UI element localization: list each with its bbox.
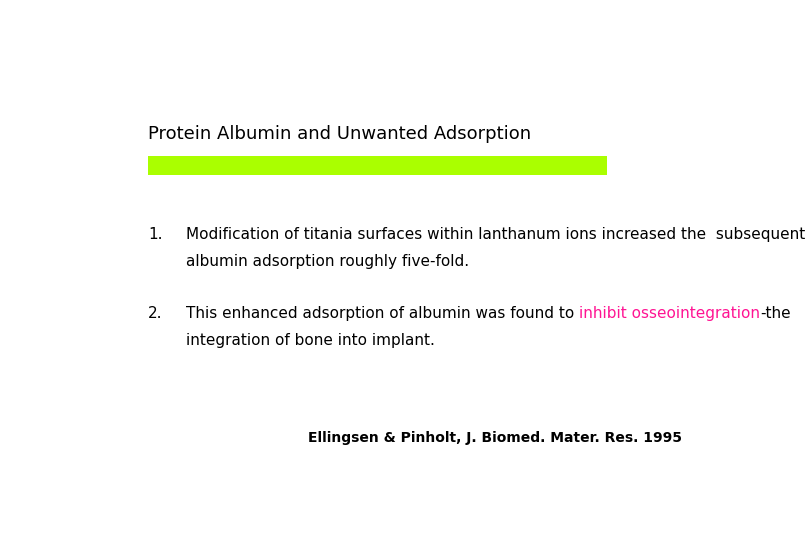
FancyBboxPatch shape	[148, 156, 607, 175]
Text: 1.: 1.	[148, 227, 163, 242]
Text: Ellingsen & Pinholt, J. Biomed. Mater. Res. 1995: Ellingsen & Pinholt, J. Biomed. Mater. R…	[308, 431, 682, 446]
Text: 2.: 2.	[148, 306, 163, 321]
Text: -the: -the	[760, 306, 791, 321]
Text: albumin adsorption roughly five-fold.: albumin adsorption roughly five-fold.	[186, 254, 469, 269]
Text: inhibit osseointegration: inhibit osseointegration	[579, 306, 760, 321]
Text: integration of bone into implant.: integration of bone into implant.	[186, 333, 435, 348]
Text: Modification of titania surfaces within lanthanum ions increased the  subsequent: Modification of titania surfaces within …	[186, 227, 805, 242]
Text: Protein Albumin and Unwanted Adsorption: Protein Albumin and Unwanted Adsorption	[148, 125, 531, 143]
Text: This enhanced adsorption of albumin was found to: This enhanced adsorption of albumin was …	[186, 306, 579, 321]
